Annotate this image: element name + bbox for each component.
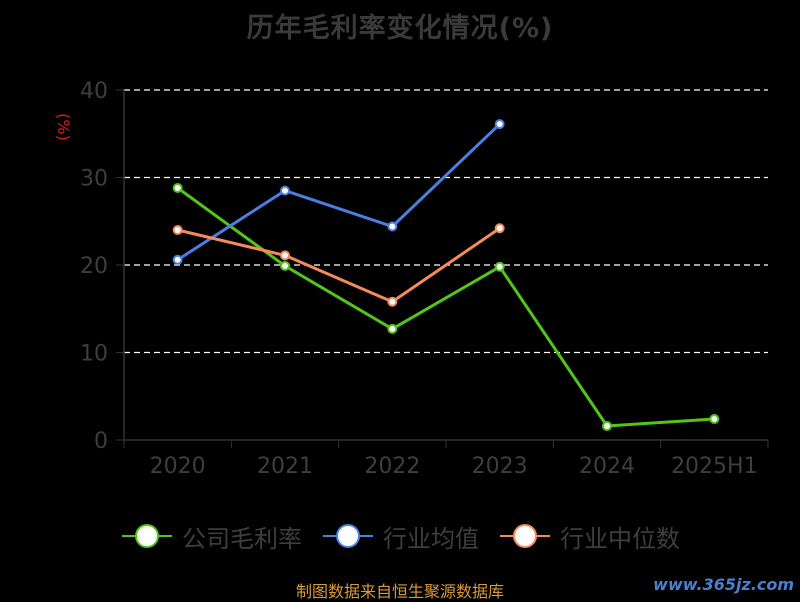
data-point — [494, 261, 505, 272]
y-axis-unit: (%) — [54, 113, 73, 141]
legend-dot — [336, 524, 360, 548]
legend-item-industry-avg[interactable]: 行业均值 — [323, 518, 479, 554]
data-point — [709, 414, 720, 424]
axis-layer: 0 10 20 30 40 2020 2021 2022 2023 2024 2025H1 — [80, 79, 769, 479]
series-layer — [172, 119, 720, 431]
x-tick-label: 2022 — [364, 454, 420, 479]
data-point — [494, 223, 505, 234]
data-point — [602, 421, 612, 431]
x-tick-label: 2023 — [472, 454, 528, 479]
series-line-1 — [176, 123, 501, 262]
data-source-note: 制图数据来自恒生聚源数据库 — [295, 582, 504, 601]
data-point — [387, 323, 398, 334]
data-point — [172, 183, 183, 193]
x-tick-label: 2021 — [257, 454, 313, 479]
legend-dot — [513, 524, 537, 548]
y-tick-label: 0 — [94, 429, 108, 454]
legend-item-company[interactable]: 公司毛利率 — [122, 518, 302, 554]
legend-marker-icon — [122, 518, 172, 554]
data-point — [172, 254, 183, 265]
legend-marker-icon — [323, 518, 373, 554]
legend-label: 公司毛利率 — [182, 524, 302, 553]
data-point — [387, 296, 398, 307]
y-tick-label: 40 — [80, 79, 108, 104]
data-point — [387, 221, 398, 232]
y-tick-label: 30 — [80, 167, 108, 192]
data-point — [280, 250, 290, 261]
data-point — [494, 119, 505, 130]
grid-layer — [124, 89, 768, 354]
series-line-0 — [176, 186, 715, 428]
watermark: www.365jz.com — [653, 575, 794, 594]
legend: 公司毛利率 行业均值 行业中位数 — [0, 518, 800, 554]
x-tick-label: 2020 — [150, 454, 206, 479]
y-tick-label: 10 — [80, 342, 108, 367]
legend-label: 行业中位数 — [560, 524, 680, 553]
x-tick-label: 2025H1 — [671, 454, 758, 479]
legend-label: 行业均值 — [383, 524, 479, 553]
legend-dot — [135, 524, 159, 548]
y-tick-label: 20 — [80, 254, 108, 279]
data-point — [172, 225, 183, 235]
data-point — [280, 260, 290, 271]
legend-item-industry-median[interactable]: 行业中位数 — [500, 518, 680, 554]
data-point — [280, 185, 290, 196]
legend-marker-icon — [500, 518, 550, 554]
chart-title: 历年毛利率变化情况(%) — [246, 13, 554, 44]
series-line-2 — [177, 227, 501, 304]
x-tick-label: 2024 — [579, 454, 635, 479]
